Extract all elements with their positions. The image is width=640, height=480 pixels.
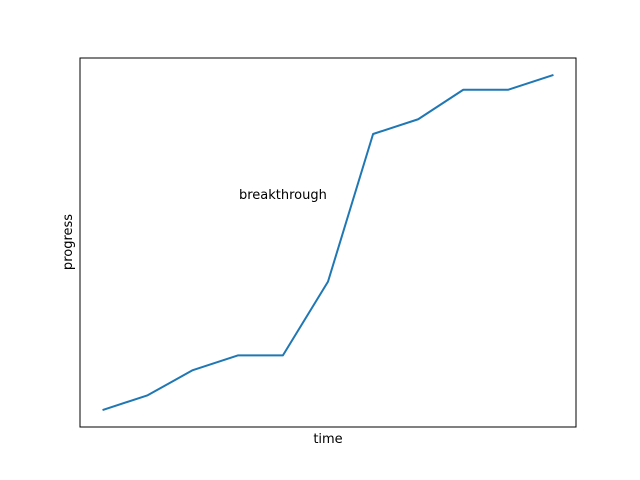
series-layer bbox=[102, 74, 554, 411]
y-axis-label: progress bbox=[61, 214, 76, 270]
x-axis-label: time bbox=[313, 432, 342, 447]
plot-area-frame bbox=[79, 57, 577, 428]
annotation-layer: breakthrough bbox=[239, 188, 327, 203]
series-line-0 bbox=[102, 74, 554, 411]
annotation-text: breakthrough bbox=[239, 188, 327, 203]
